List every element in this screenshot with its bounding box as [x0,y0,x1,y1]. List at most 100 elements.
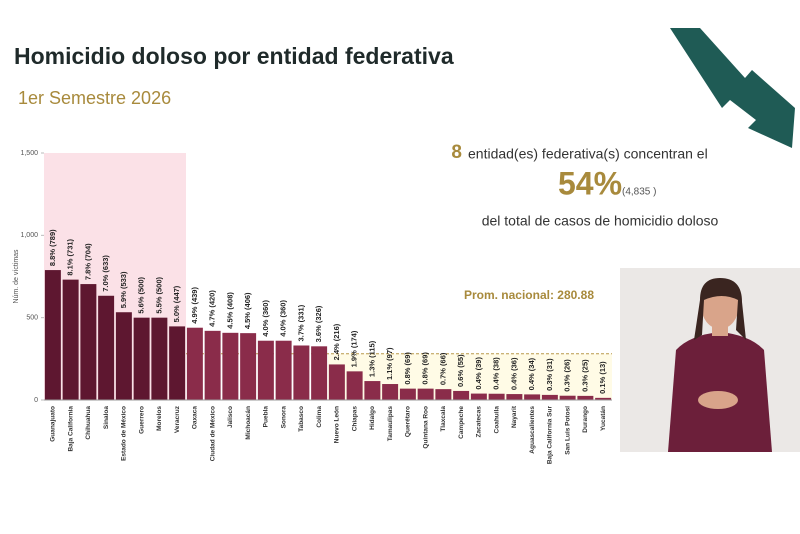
value-label: 5.9% (533) [119,271,128,308]
bar [80,284,97,400]
value-label: 0.1% (13) [598,361,607,394]
x-tick-label: Tamaulipas [387,406,394,442]
bar [595,397,612,400]
x-tick-label: Coahuila [493,406,500,434]
y-tick-label: 0 [34,397,38,404]
x-tick-label: Jalisco [227,406,234,428]
x-tick-label: Yucatán [600,406,607,431]
x-tick-label: Guerrero [138,406,145,434]
x-tick-label: Sinaloa [103,406,110,430]
average-label: Prom. nacional: 280.88 [464,288,594,302]
bar [44,270,61,400]
bar [204,330,221,400]
value-label: 1.3% (115) [367,340,376,377]
value-label: 3.6% (326) [314,305,323,342]
value-label: 4.5% (406) [243,292,252,329]
x-tick-label: Tlaxcala [440,406,447,432]
x-tick-label: Guanajuato [50,406,57,442]
x-tick-label: Baja California [67,406,74,452]
bar [346,371,363,400]
x-tick-label: Colima [316,406,323,428]
x-tick-label: Veracruz [174,405,181,433]
x-tick-label: Aguascalientes [529,406,536,454]
bar [257,340,274,400]
value-label: 4.0% (360) [279,300,288,337]
value-label: 7.8% (704) [83,243,92,280]
x-tick-label: Campeche [458,406,465,439]
bar [240,333,257,400]
y-tick-label: 1,000 [20,232,38,239]
bar [577,395,594,400]
value-label: 0.3% (31) [545,358,554,391]
value-label: 4.5% (408) [225,292,234,329]
value-label: 0.6% (55) [456,354,465,387]
summary-count: 8 [451,142,462,163]
x-tick-label: San Luis Potosí [564,406,571,455]
bar [62,279,79,400]
bar [98,295,115,400]
value-label: 5.5% (500) [154,276,163,313]
logo-arrow [670,28,795,148]
x-tick-label: Morelos [156,406,163,431]
bar [488,393,505,400]
person-hair [694,278,746,340]
y-axis-label: Núm. de víctimas [13,249,20,304]
value-label: 2.4% (216) [332,323,341,360]
x-tick-label: Quintana Roo [422,406,429,449]
summary-cases: (4,835 ) [622,187,656,198]
value-label: 0.7% (66) [438,352,447,385]
bar [559,395,576,400]
bar [328,364,345,400]
summary-share: 54% [558,165,622,201]
bar [293,345,310,400]
value-label: 0.3% (26) [563,359,572,392]
value-label: 3.7% (331) [296,304,305,341]
x-tick-label: Michoacán [245,406,252,440]
x-tick-label: Ciudad de México [209,406,216,461]
x-tick-label: Querétaro [405,406,412,437]
y-tick-label: 500 [26,315,38,322]
bar [506,394,523,400]
bar [133,317,150,400]
value-label: 4.7% (420) [208,290,217,327]
x-tick-label: Puebla [263,406,270,428]
bar [382,384,399,400]
y-tick-label: 1,500 [20,150,38,157]
bar [364,381,381,400]
value-label: 7.0% (633) [101,255,110,292]
x-tick-label: Zacatecas [476,406,483,438]
value-label: 4.9% (439) [190,287,199,324]
x-tick-label: Chihuahua [85,406,92,440]
bar [435,389,452,400]
bar [541,394,558,400]
bar [311,346,328,400]
bar [169,326,186,400]
value-label: 1.1% (97) [385,347,394,380]
bar [470,393,487,400]
summary-footer: del total de casos de homicidio doloso [482,213,719,229]
value-label: 5.6% (500) [137,276,146,313]
bar [275,340,292,400]
x-tick-label: Estado de México [121,406,128,461]
value-label: 0.8% (69) [421,352,430,385]
x-tick-label: Baja California Sur [547,406,554,465]
x-tick-label: Sonora [280,406,287,429]
value-label: 8.8% (789) [48,229,57,266]
bar [186,327,203,400]
bar [453,390,470,400]
value-label: 8.1% (731) [66,238,75,275]
bar [222,332,239,400]
x-tick-label: Oaxaca [192,406,199,430]
x-tick-label: Durango [582,406,589,433]
summary-text: entidad(es) federativa(s) concentran el [468,146,708,162]
value-label: 0.8% (69) [403,352,412,385]
x-tick-label: Chiapas [351,406,358,432]
interpreter-video [620,268,800,452]
bar [115,312,132,400]
chart-subtitle: 1er Semestre 2026 [18,88,171,108]
bar [151,317,168,400]
value-label: 0.3% (25) [580,359,589,392]
value-label: 0.4% (38) [492,357,501,390]
